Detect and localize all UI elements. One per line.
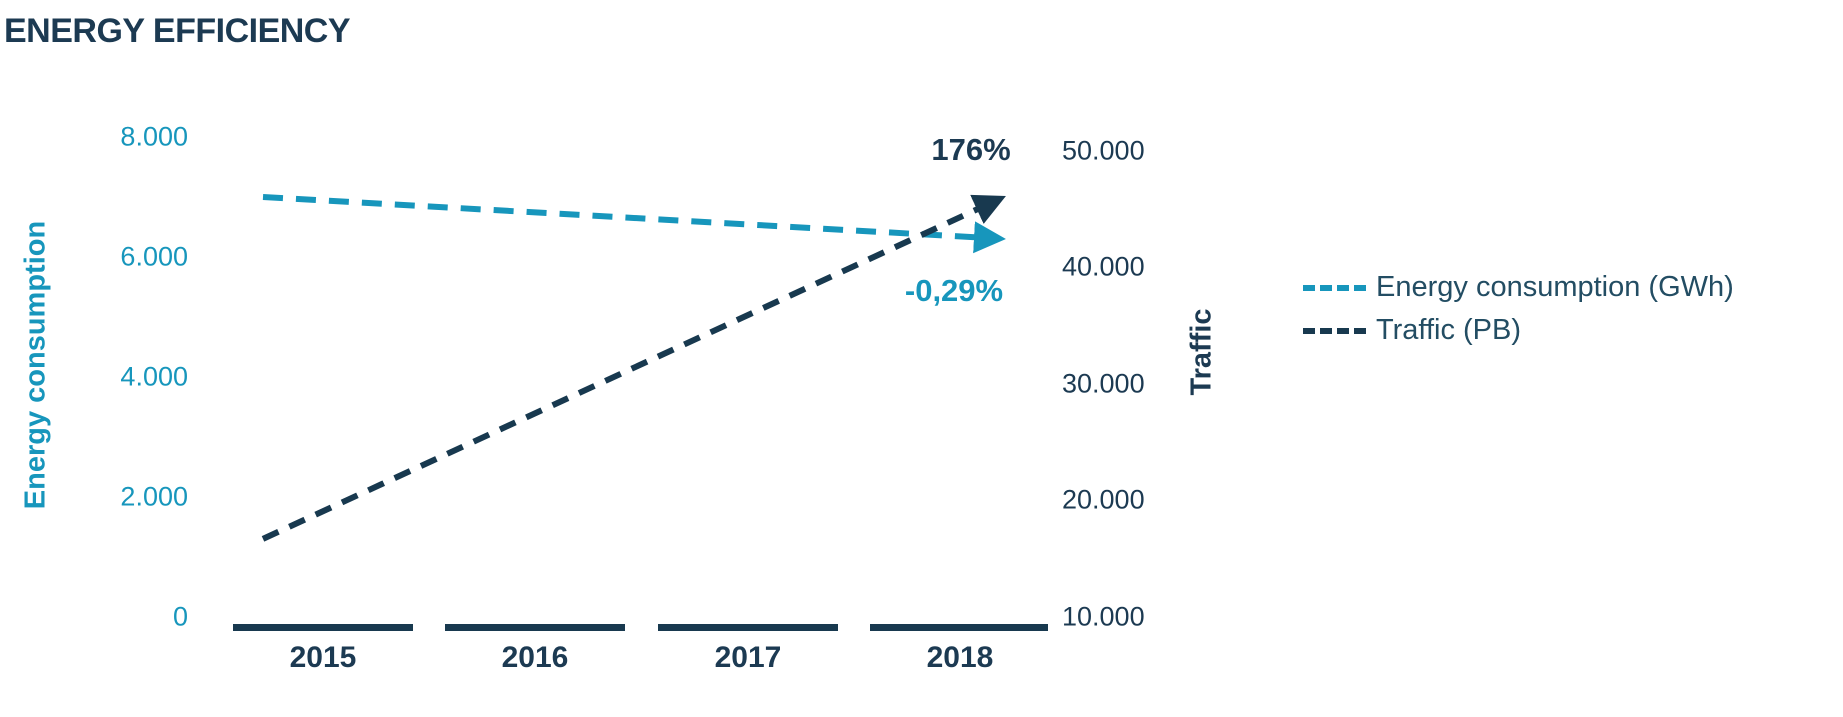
- y-axis-left-tick: 4.000: [120, 361, 188, 392]
- legend-label-energy: Energy consumption (GWh): [1376, 271, 1734, 303]
- y-axis-left-title: Energy consumption: [19, 220, 52, 510]
- legend-label-traffic: Traffic (PB): [1376, 314, 1522, 346]
- y-axis-right-tick: 40.000: [1062, 251, 1145, 282]
- x-axis-tick-bar: [233, 624, 413, 631]
- y-axis-right-tick: 50.000: [1062, 135, 1145, 166]
- x-axis-label: 2015: [289, 641, 357, 674]
- y-axis-left-tick: 2.000: [120, 481, 188, 512]
- x-axis-label: 2017: [714, 641, 782, 674]
- traffic-line: [261, 194, 1006, 542]
- energy-change-annotation: -0,29%: [904, 273, 1004, 308]
- y-axis-right-title: Traffic: [1185, 308, 1218, 396]
- legend-item-energy: Energy consumption (GWh): [1303, 266, 1783, 309]
- legend: Energy consumption (GWh) Traffic (PB): [1303, 266, 1783, 352]
- x-axis-label: 2018: [926, 641, 994, 674]
- y-axis-right-tick: 30.000: [1062, 368, 1145, 399]
- y-axis-right-tick: 10.000: [1062, 601, 1145, 632]
- y-axis-left-tick: 0: [172, 601, 188, 632]
- traffic-growth-annotation: 176%: [931, 132, 1011, 167]
- x-axis-label: 2016: [501, 641, 569, 674]
- energy-dashed-line-swatch-icon: [1303, 284, 1367, 291]
- y-axis-right-tick: 20.000: [1062, 484, 1145, 515]
- x-axis-tick-bar: [658, 624, 838, 631]
- legend-item-traffic: Traffic (PB): [1303, 309, 1783, 352]
- energy-consumption-line: [262, 194, 1006, 254]
- chart-title: ENERGY EFFICIENCY: [4, 12, 351, 50]
- y-axis-left-tick: 8.000: [120, 121, 188, 152]
- y-axis-left-tick: 6.000: [120, 241, 188, 272]
- traffic-dashed-line-swatch-icon: [1303, 327, 1367, 334]
- x-axis-tick-bar: [870, 624, 1048, 631]
- x-axis-tick-bar: [445, 624, 625, 631]
